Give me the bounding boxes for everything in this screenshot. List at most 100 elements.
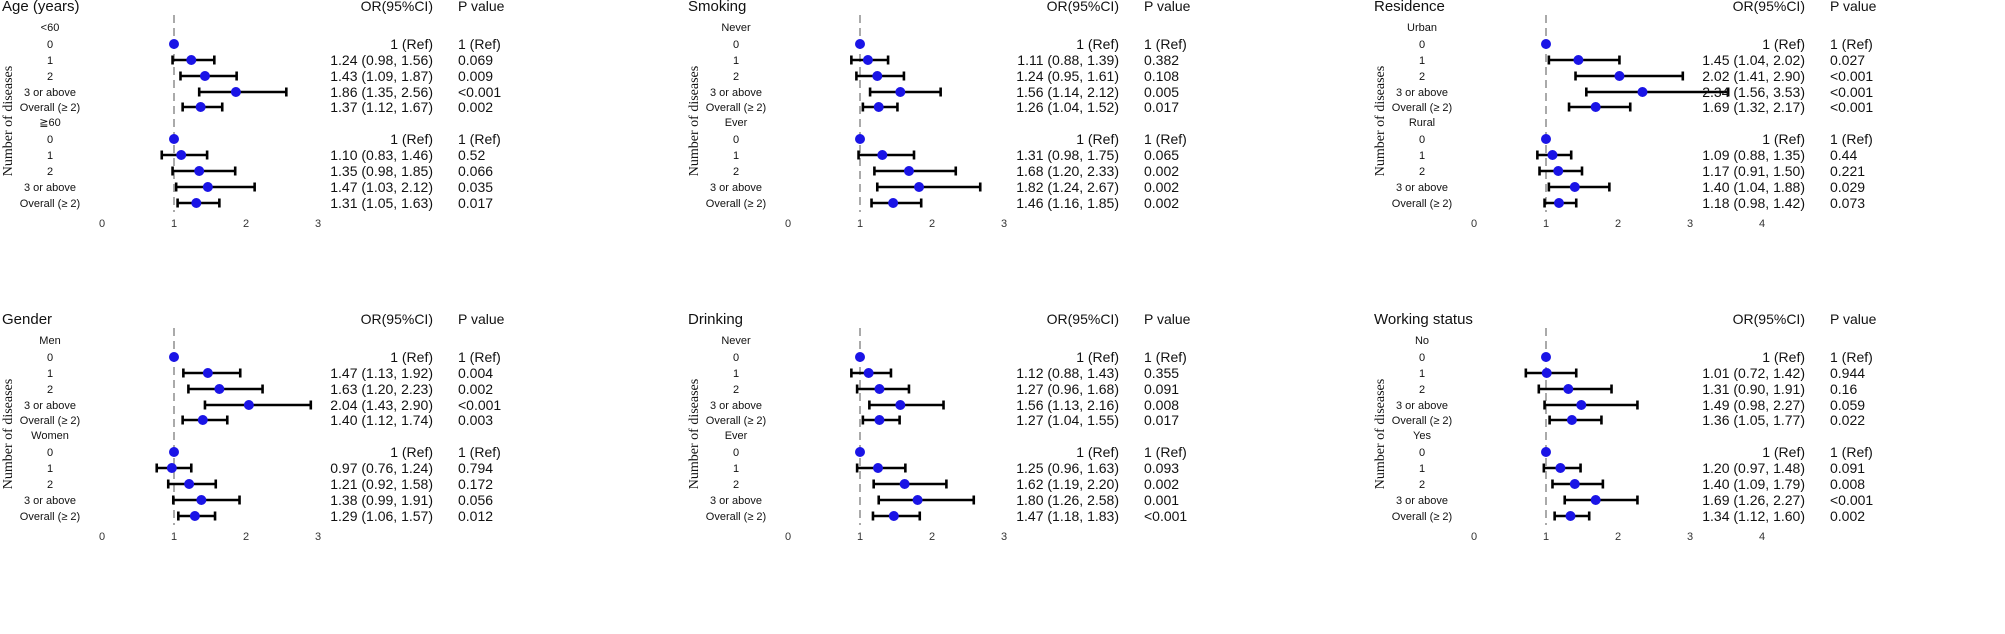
p-value: 1 (Ref) xyxy=(458,131,501,147)
or-point xyxy=(214,384,225,394)
or-column-header: OR(95%CI) xyxy=(361,311,433,327)
or-ci-value: 1 (Ref) xyxy=(1762,349,1805,365)
row-label: 3 or above xyxy=(24,495,76,507)
p-value: <0.001 xyxy=(1830,68,1873,84)
p-value: 0.944 xyxy=(1830,365,1865,381)
p-value: 0.108 xyxy=(1144,68,1179,84)
or-point xyxy=(895,400,906,410)
or-point xyxy=(189,511,200,521)
p-value: 0.056 xyxy=(458,492,493,508)
or-ci-value: 1.26 (1.04, 1.52) xyxy=(1016,99,1119,115)
p-value: <0.001 xyxy=(458,84,501,100)
group-label: Yes xyxy=(1413,430,1431,442)
p-column-header: P value xyxy=(1144,311,1191,327)
p-column-header: P value xyxy=(1830,0,1877,14)
p-value: 0.002 xyxy=(1144,476,1179,492)
p-value: 0.002 xyxy=(1144,179,1179,195)
row-label: 1 xyxy=(733,368,739,380)
p-value: 0.008 xyxy=(1144,397,1179,413)
p-value: 0.002 xyxy=(1144,163,1179,179)
or-ci-value: 1.11 (0.88, 1.39) xyxy=(1017,52,1119,68)
p-value: <0.001 xyxy=(1144,508,1187,524)
row-label: Overall (≥ 2) xyxy=(706,102,766,114)
or-ci-value: 1 (Ref) xyxy=(1076,36,1119,52)
or-ci-value: 1.34 (1.12, 1.60) xyxy=(1702,508,1805,524)
or-ci-value: 2.02 (1.41, 2.90) xyxy=(1702,68,1805,84)
row-label: Overall (≥ 2) xyxy=(1392,415,1452,427)
p-value: 0.073 xyxy=(1830,195,1865,211)
or-column-header: OR(95%CI) xyxy=(1047,311,1119,327)
or-point xyxy=(202,182,213,192)
p-value: 1 (Ref) xyxy=(1144,444,1187,460)
or-point xyxy=(1541,447,1551,457)
x-tick-label: 4 xyxy=(1759,531,1765,543)
or-point xyxy=(1553,166,1564,176)
forest-panel: Working status OR(95%CI) P value Number of … xyxy=(1373,311,1877,543)
row-label: 3 or above xyxy=(1396,495,1448,507)
row-label: Overall (≥ 2) xyxy=(20,511,80,523)
row-label: 1 xyxy=(733,55,739,67)
row-label: 3 or above xyxy=(1396,400,1448,412)
p-value: 1 (Ref) xyxy=(1144,349,1187,365)
row-label: 0 xyxy=(47,39,53,51)
row-label: Overall (≥ 2) xyxy=(706,198,766,210)
row-label: 1 xyxy=(1419,368,1425,380)
p-value: 1 (Ref) xyxy=(1144,36,1187,52)
or-point xyxy=(873,102,884,112)
or-point xyxy=(874,415,885,425)
row-label: 1 xyxy=(733,150,739,162)
or-ci-value: 1 (Ref) xyxy=(390,349,433,365)
x-tick-label: 1 xyxy=(171,531,177,543)
or-point xyxy=(195,102,206,112)
or-point xyxy=(169,39,179,49)
or-point xyxy=(872,71,883,81)
y-axis-label: Number of diseases xyxy=(1373,379,1388,489)
or-ci-value: 1.35 (0.98, 1.85) xyxy=(330,163,433,179)
or-point xyxy=(855,447,865,457)
y-axis-label: Number of diseases xyxy=(687,379,702,489)
or-ci-value: 1.31 (0.90, 1.91) xyxy=(1702,381,1805,397)
or-ci-value: 1.43 (1.09, 1.87) xyxy=(330,68,433,84)
or-point xyxy=(863,368,874,378)
row-label: 2 xyxy=(733,71,739,83)
p-value: 0.022 xyxy=(1830,412,1865,428)
or-ci-value: 1.40 (1.09, 1.79) xyxy=(1702,476,1805,492)
row-label: 0 xyxy=(47,447,53,459)
row-label: 0 xyxy=(1419,134,1425,146)
p-value: 0.017 xyxy=(458,195,493,211)
p-value: 0.059 xyxy=(1830,397,1865,413)
row-label: Overall (≥ 2) xyxy=(20,198,80,210)
or-ci-value: 1.82 (1.24, 2.67) xyxy=(1016,179,1119,195)
y-axis-label: Number of diseases xyxy=(1,379,16,489)
or-point xyxy=(169,352,179,362)
or-point xyxy=(169,134,179,144)
or-ci-value: 1.27 (0.96, 1.68) xyxy=(1016,381,1119,397)
group-label: Men xyxy=(39,335,60,347)
y-axis-label: Number of diseases xyxy=(1373,66,1388,176)
row-label: 1 xyxy=(47,150,53,162)
or-point xyxy=(1614,71,1625,81)
or-ci-value: 1.45 (1.04, 2.02) xyxy=(1702,52,1805,68)
x-tick-label: 3 xyxy=(1001,531,1007,543)
or-point xyxy=(186,55,197,65)
row-label: 2 xyxy=(1419,479,1425,491)
row-label: 3 or above xyxy=(24,182,76,194)
or-ci-value: 0.97 (0.76, 1.24) xyxy=(330,460,433,476)
or-ci-value: 1 (Ref) xyxy=(1762,36,1805,52)
p-column-header: P value xyxy=(1144,0,1191,14)
x-tick-label: 3 xyxy=(315,531,321,543)
p-value: 0.009 xyxy=(458,68,493,84)
row-label: 3 or above xyxy=(710,87,762,99)
or-column-header: OR(95%CI) xyxy=(1733,311,1805,327)
or-ci-value: 1.21 (0.92, 1.58) xyxy=(330,476,433,492)
panel-title: Residence xyxy=(1374,0,1445,15)
or-point xyxy=(1541,352,1551,362)
or-ci-value: 1 (Ref) xyxy=(390,36,433,52)
or-ci-value: 1.40 (1.12, 1.74) xyxy=(330,412,433,428)
or-ci-value: 1.69 (1.32, 2.17) xyxy=(1702,99,1805,115)
p-value: 1 (Ref) xyxy=(1144,131,1187,147)
or-point xyxy=(1547,150,1558,160)
row-label: Overall (≥ 2) xyxy=(1392,198,1452,210)
or-ci-value: 1.40 (1.04, 1.88) xyxy=(1702,179,1805,195)
